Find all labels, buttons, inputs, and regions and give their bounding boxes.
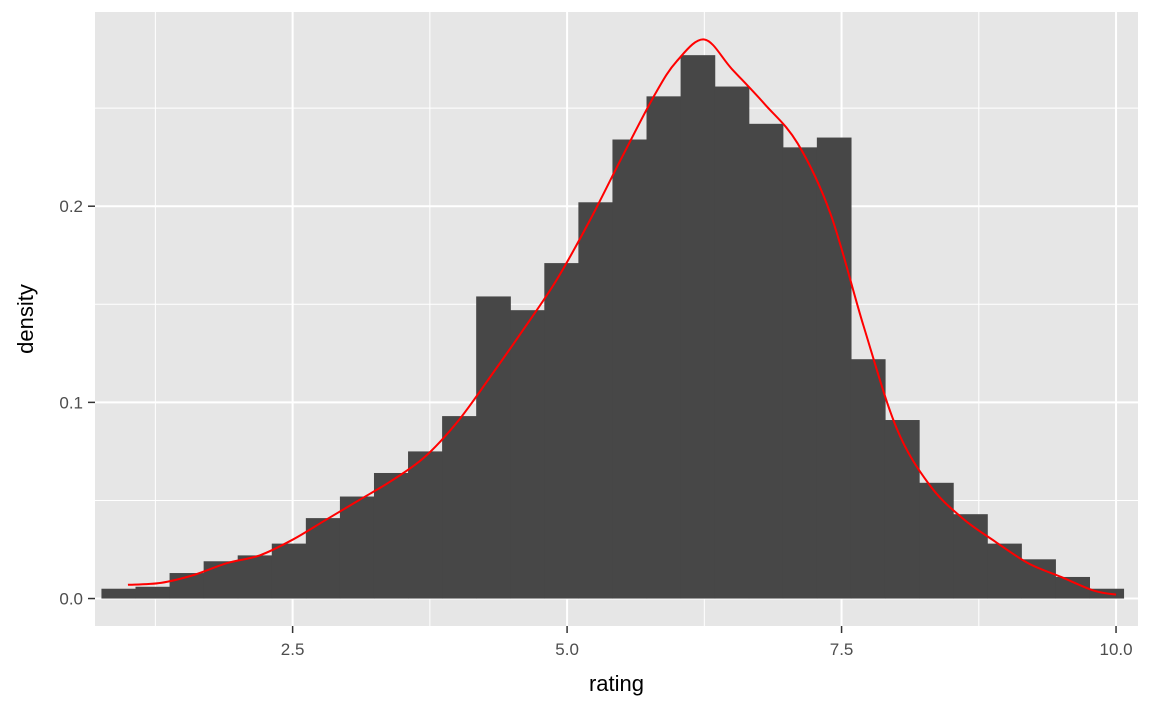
histogram-bar: [305, 518, 341, 599]
histogram-bar: [203, 561, 239, 599]
histogram-bar: [680, 55, 716, 599]
density-curve: [127, 38, 1117, 596]
histogram-bars: [101, 55, 1125, 599]
histogram-bar: [748, 123, 784, 599]
histogram-bar: [339, 496, 375, 599]
histogram-bar: [782, 147, 818, 599]
histogram-bar: [476, 296, 511, 599]
y-axis-ticks: 0.0 0.1 0.2: [59, 197, 95, 609]
histogram-bar: [510, 310, 545, 599]
histogram-bar: [271, 543, 307, 599]
histogram-bar: [442, 416, 477, 599]
histogram-bar: [1021, 559, 1056, 599]
x-tick-label: 10.0: [1099, 640, 1132, 659]
histogram-bar: [953, 514, 988, 599]
y-tick-label: 0.0: [59, 590, 83, 609]
histogram-bar: [135, 586, 171, 599]
histogram-bar: [884, 420, 920, 599]
x-tick-label: 5.0: [555, 640, 579, 659]
histogram-bar: [919, 482, 954, 599]
histogram-bar: [646, 96, 682, 599]
x-axis-title: rating: [589, 671, 644, 696]
histogram-bar: [850, 359, 886, 599]
histogram-bar: [544, 263, 579, 599]
x-tick-label: 7.5: [830, 640, 854, 659]
histogram-bar: [987, 543, 1022, 599]
histogram-bar: [816, 137, 852, 599]
y-tick-label: 0.2: [59, 197, 83, 216]
histogram-bar: [237, 555, 273, 599]
histogram-bar: [101, 588, 137, 599]
y-tick-label: 0.1: [59, 393, 83, 412]
histogram-bar: [1055, 576, 1090, 599]
x-axis-ticks: 2.5 5.0 7.5 10.0: [281, 626, 1133, 659]
y-axis-title: density: [13, 284, 38, 354]
histogram-bar: [373, 472, 409, 599]
x-tick-label: 2.5: [281, 640, 305, 659]
histogram-bar: [612, 139, 648, 599]
histogram-bar: [578, 202, 614, 599]
histogram-bar: [408, 451, 443, 599]
histogram-bar: [714, 86, 750, 599]
